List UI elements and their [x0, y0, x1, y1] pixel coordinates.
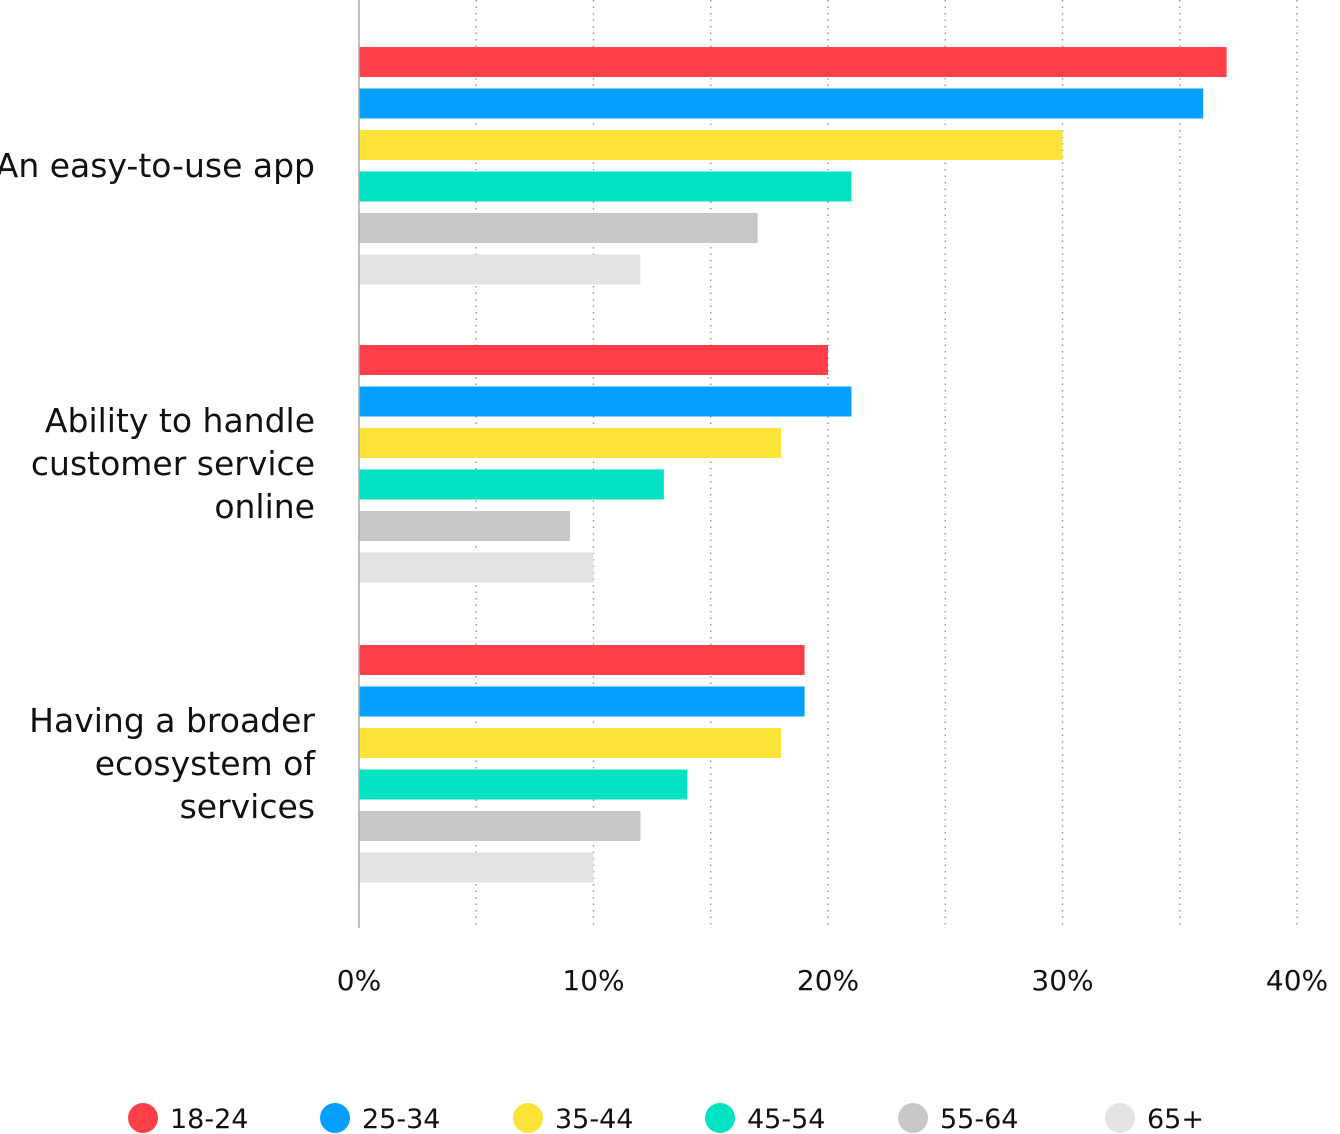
bar-25-34-0 [359, 88, 1204, 119]
category-label: Ability to handle [45, 401, 315, 440]
legend-marker-65+ [1105, 1103, 1135, 1133]
legend-label: 25-34 [362, 1104, 440, 1134]
category-label: An easy-to-use app [0, 146, 315, 185]
bar-18-24-0 [359, 47, 1227, 77]
bar-55-64-1 [359, 511, 571, 541]
bar-35-44-2 [359, 728, 782, 758]
legend-label: 35-44 [555, 1104, 633, 1134]
legend-marker-35-44 [513, 1103, 543, 1133]
bar-45-54-0 [359, 171, 852, 202]
category-label: online [214, 487, 315, 526]
legend-label: 55-64 [940, 1104, 1018, 1134]
legend-marker-25-34 [320, 1103, 350, 1133]
bar-55-64-2 [359, 811, 641, 841]
bar-25-34-1 [359, 386, 852, 417]
bar-55-64-0 [359, 213, 758, 243]
x-tick-label: 40% [1266, 964, 1328, 997]
bar-65+-1 [359, 552, 594, 583]
category-label: Having a broader [29, 701, 315, 740]
legend-label: 18-24 [170, 1104, 248, 1134]
bar-65+-2 [359, 852, 594, 883]
x-tick-label: 10% [562, 964, 624, 997]
bar-25-34-2 [359, 686, 805, 717]
category-label: ecosystem of [95, 744, 317, 783]
legend-marker-55-64 [898, 1103, 928, 1133]
bar-65+-0 [359, 254, 641, 285]
legend-label: 45-54 [747, 1104, 825, 1134]
bar-18-24-1 [359, 345, 828, 375]
bar-45-54-1 [359, 469, 664, 500]
category-label: services [180, 787, 315, 826]
x-tick-label: 0% [337, 964, 381, 997]
x-tick-label: 30% [1031, 964, 1093, 997]
legend-marker-18-24 [128, 1103, 158, 1133]
bar-45-54-2 [359, 769, 688, 800]
legend-label: 65+ [1147, 1104, 1204, 1134]
legend-marker-45-54 [705, 1103, 735, 1133]
bar-35-44-1 [359, 428, 782, 458]
bar-35-44-0 [359, 130, 1063, 160]
bar-18-24-2 [359, 645, 805, 675]
category-label: customer service [31, 444, 315, 483]
x-tick-label: 20% [797, 964, 859, 997]
